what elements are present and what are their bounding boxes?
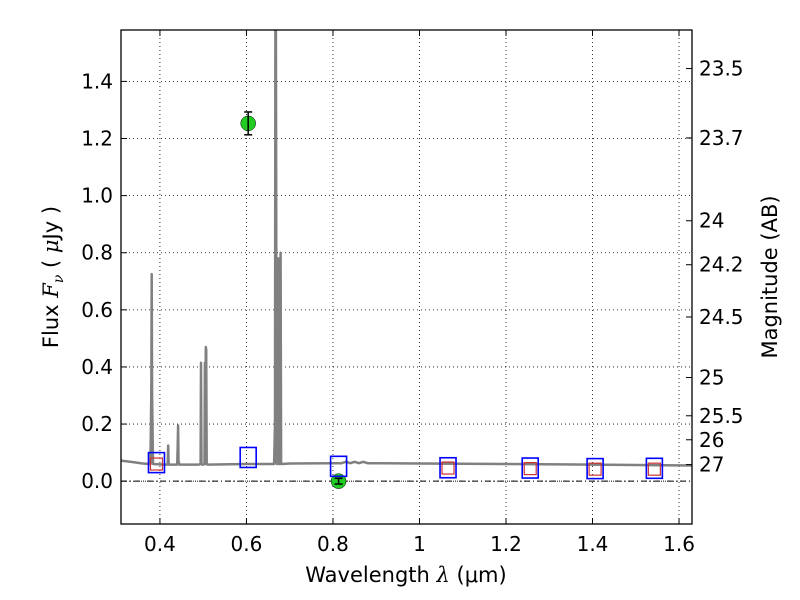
right-tick-label: 25.5 xyxy=(699,404,744,428)
filter-square xyxy=(588,462,602,476)
right-tick-label: 25 xyxy=(699,366,724,390)
right-axis-label: Magnitude (AB) xyxy=(758,195,782,358)
y-tick-label: 0.0 xyxy=(81,469,113,493)
model-square xyxy=(521,457,540,479)
model-square xyxy=(439,456,457,479)
right-tick-label: 23.5 xyxy=(699,57,744,81)
model-square xyxy=(239,446,257,469)
right-tick-label: 26 xyxy=(699,428,724,452)
filter-square xyxy=(149,457,164,471)
y-tick-label: 0.4 xyxy=(81,355,113,379)
marker-layer xyxy=(147,111,664,489)
model-square xyxy=(586,457,604,480)
plot-frame xyxy=(120,29,693,525)
y-axis-label: Flux Fν ( μJy ) xyxy=(39,206,67,348)
model-square xyxy=(645,457,664,480)
x-tick-label: 1.2 xyxy=(490,532,522,556)
x-tick-label: 1.4 xyxy=(577,532,609,556)
x-tick-label: 1.6 xyxy=(663,532,695,556)
right-tick-label: 24.5 xyxy=(699,305,744,329)
model-square xyxy=(329,455,348,478)
spectrum-line xyxy=(121,30,692,467)
ticks: 0.4 0.6 0.8 1 1.2 1.4 1.6 0.0 0.2 0.4 0.6 0.8 1.0 1.2… xyxy=(81,30,744,556)
y-tick-label: 1.2 xyxy=(81,127,113,151)
y-tick-label: 0.8 xyxy=(81,241,113,265)
model-square xyxy=(147,451,166,474)
filter-square xyxy=(523,462,537,476)
right-tick-label: 24.2 xyxy=(699,253,744,277)
right-tick-label: 24 xyxy=(699,209,724,233)
right-tick-label: 23.7 xyxy=(699,126,744,150)
x-tick-label: 1 xyxy=(413,532,426,556)
y-tick-label: 0.6 xyxy=(81,298,113,322)
x-tick-label: 0.4 xyxy=(144,532,176,556)
x-axis-label: Wavelength λ (μm) xyxy=(305,563,506,587)
series-layer xyxy=(121,30,692,467)
y-tick-label: 0.2 xyxy=(81,412,113,436)
right-tick-label: 27 xyxy=(699,453,724,477)
y-tick-label: 1.0 xyxy=(81,184,113,208)
x-tick-label: 0.8 xyxy=(317,532,349,556)
x-tick-label: 0.6 xyxy=(231,532,263,556)
y-tick-label: 1.4 xyxy=(81,69,113,93)
filter-square xyxy=(441,461,455,475)
filter-square xyxy=(647,462,661,476)
